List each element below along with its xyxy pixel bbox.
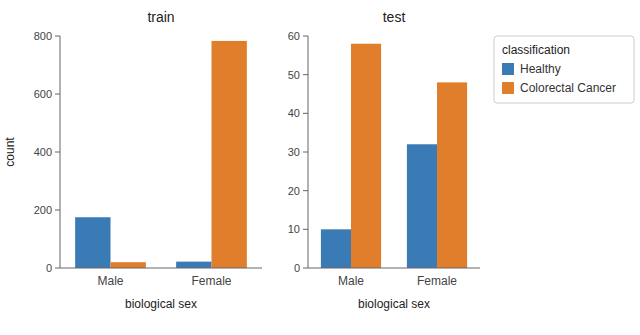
x-axis-label: biological sex — [358, 297, 430, 311]
y-tick — [55, 268, 60, 269]
bar — [176, 262, 211, 268]
legend-title: classification — [502, 43, 570, 57]
y-tick-label: 400 — [34, 146, 52, 158]
y-tick-label: 0 — [294, 262, 300, 274]
bars — [321, 44, 467, 268]
chart-svg: train0200400600800MaleFemalebiological s… — [0, 0, 640, 335]
y-tick — [55, 36, 60, 37]
panel: test 0 10 20 30 40 50 60 Male Female biological se… — [288, 9, 480, 311]
x-axis-label: biological sex — [125, 297, 197, 311]
y-tick — [303, 113, 308, 114]
y-tick — [55, 210, 60, 211]
y-tick — [55, 94, 60, 95]
bar — [321, 229, 351, 268]
legend-label: Healthy — [520, 62, 561, 76]
y-tick-label: 200 — [34, 204, 52, 216]
chart-title: train — [147, 9, 174, 25]
y-tick-label: 10 — [288, 223, 300, 235]
chart-container: train0200400600800MaleFemalebiological s… — [0, 0, 640, 335]
y-tick — [303, 36, 308, 37]
bar — [437, 82, 467, 268]
y-tick — [55, 152, 60, 153]
y-tick — [303, 268, 308, 269]
bar — [351, 44, 381, 268]
y-tick-label: 60 — [288, 30, 300, 42]
chart-title: test — [383, 9, 406, 25]
y-axis — [60, 36, 61, 268]
bar — [111, 262, 146, 268]
x-tick-label: Male — [97, 274, 123, 288]
x-tick-label: Female — [191, 274, 231, 288]
legend-label: Colorectal Cancer — [520, 81, 616, 95]
y-tick-label: 20 — [288, 185, 300, 197]
y-axis — [308, 36, 309, 268]
legend: classification Healthy Colorectal Cancer — [494, 36, 634, 103]
y-tick — [303, 152, 308, 153]
bar — [212, 41, 247, 268]
panel: train 0 200 400 600 800 Male Female biological s… — [3, 9, 262, 311]
y-tick — [303, 190, 308, 191]
bar — [407, 144, 437, 268]
y-axis-label: count — [3, 137, 17, 167]
x-axis — [60, 268, 262, 269]
x-tick-label: Male — [338, 274, 364, 288]
y-tick-label: 30 — [288, 146, 300, 158]
y-tick — [303, 74, 308, 75]
legend-swatch — [502, 82, 514, 94]
y-tick-label: 600 — [34, 88, 52, 100]
x-tick-label: Female — [417, 274, 457, 288]
y-tick-label: 40 — [288, 107, 300, 119]
bars — [75, 41, 247, 268]
y-tick-label: 0 — [46, 262, 52, 274]
bar — [75, 217, 110, 268]
y-tick-label: 800 — [34, 30, 52, 42]
legend-box — [494, 36, 634, 103]
x-axis — [308, 268, 480, 269]
legend-swatch — [502, 63, 514, 75]
y-tick — [303, 229, 308, 230]
y-tick-label: 50 — [288, 69, 300, 81]
